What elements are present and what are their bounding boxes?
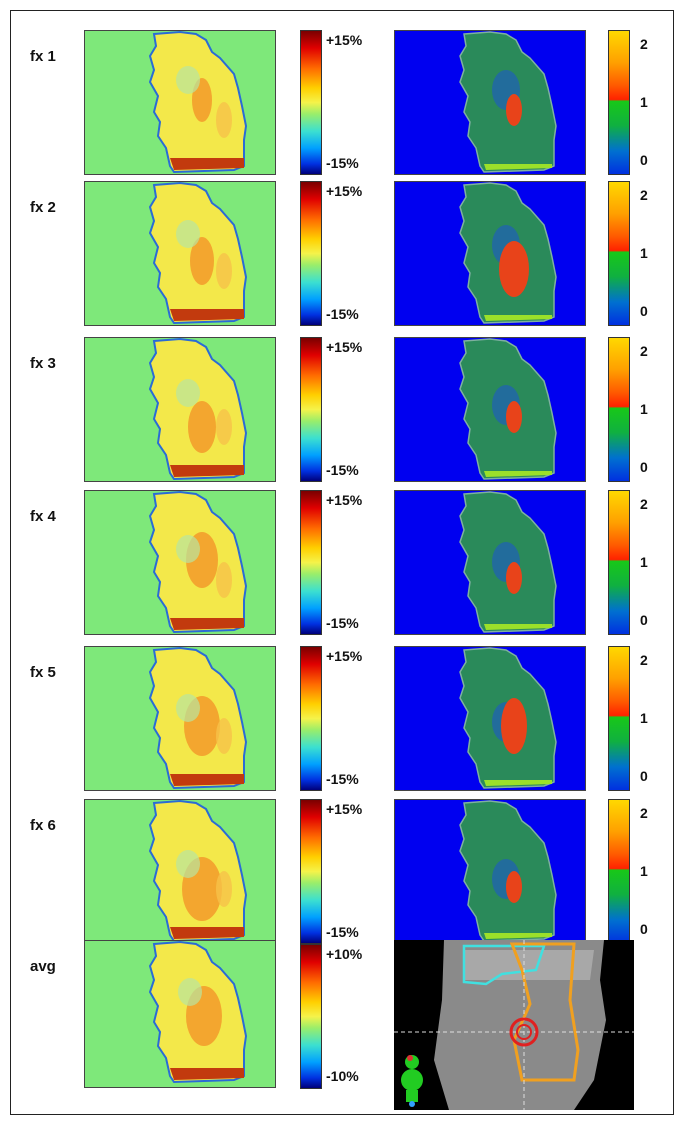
fraction-label: fx 1 bbox=[30, 48, 56, 65]
gamma-colorbar bbox=[608, 646, 630, 791]
gamma-colorbar-top-label: 2 bbox=[640, 343, 648, 359]
dose-difference-map bbox=[84, 30, 276, 175]
colorbar-min-label: -15% bbox=[326, 615, 359, 631]
gamma-map bbox=[394, 181, 586, 326]
gamma-map bbox=[394, 30, 586, 175]
colorbar-max-label: +15% bbox=[326, 339, 363, 355]
gamma-colorbar bbox=[608, 181, 630, 326]
colorbar-min-label: -15% bbox=[326, 306, 359, 322]
gamma-colorbar-bottom-label: 0 bbox=[640, 921, 648, 937]
gamma-colorbar-mid-label: 1 bbox=[640, 245, 648, 261]
avg-dose-difference-map bbox=[84, 940, 276, 1088]
avg-percent-colorbar bbox=[300, 944, 322, 1089]
gamma-colorbar-bottom-label: 0 bbox=[640, 152, 648, 168]
gamma-colorbar-top-label: 2 bbox=[640, 36, 648, 52]
avg-colorbar-max-label: +10% bbox=[326, 946, 363, 962]
gamma-colorbar-mid-label: 1 bbox=[640, 401, 648, 417]
fraction-label: fx 6 bbox=[30, 817, 56, 834]
sagittal-ct-image bbox=[394, 940, 634, 1110]
colorbar-max-label: +15% bbox=[326, 648, 363, 664]
gamma-map bbox=[394, 490, 586, 635]
gamma-colorbar-bottom-label: 0 bbox=[640, 612, 648, 628]
avg-row-label: avg bbox=[30, 958, 56, 975]
gamma-colorbar-top-label: 2 bbox=[640, 652, 648, 668]
fraction-label: fx 5 bbox=[30, 664, 56, 681]
gamma-colorbar-mid-label: 1 bbox=[640, 863, 648, 879]
gamma-map bbox=[394, 799, 586, 944]
fraction-label: fx 3 bbox=[30, 355, 56, 372]
figure-frame bbox=[10, 10, 674, 1115]
dose-difference-map bbox=[84, 337, 276, 482]
dose-difference-map bbox=[84, 490, 276, 635]
fraction-label: fx 4 bbox=[30, 508, 56, 525]
gamma-colorbar-bottom-label: 0 bbox=[640, 459, 648, 475]
colorbar-max-label: +15% bbox=[326, 801, 363, 817]
colorbar-max-label: +15% bbox=[326, 32, 363, 48]
colorbar-max-label: +15% bbox=[326, 492, 363, 508]
gamma-colorbar-top-label: 2 bbox=[640, 187, 648, 203]
gamma-colorbar-mid-label: 1 bbox=[640, 554, 648, 570]
gamma-colorbar-top-label: 2 bbox=[640, 496, 648, 512]
percent-colorbar bbox=[300, 490, 322, 635]
colorbar-min-label: -15% bbox=[326, 924, 359, 940]
gamma-colorbar-mid-label: 1 bbox=[640, 710, 648, 726]
percent-colorbar bbox=[300, 799, 322, 944]
colorbar-max-label: +15% bbox=[326, 183, 363, 199]
fraction-label: fx 2 bbox=[30, 199, 56, 216]
gamma-colorbar-bottom-label: 0 bbox=[640, 303, 648, 319]
gamma-map bbox=[394, 337, 586, 482]
gamma-colorbar-mid-label: 1 bbox=[640, 94, 648, 110]
percent-colorbar bbox=[300, 646, 322, 791]
percent-colorbar bbox=[300, 30, 322, 175]
gamma-map bbox=[394, 646, 586, 791]
gamma-colorbar-top-label: 2 bbox=[640, 805, 648, 821]
avg-colorbar-min-label: -10% bbox=[326, 1068, 359, 1084]
colorbar-min-label: -15% bbox=[326, 462, 359, 478]
colorbar-min-label: -15% bbox=[326, 155, 359, 171]
gamma-colorbar bbox=[608, 490, 630, 635]
percent-colorbar bbox=[300, 181, 322, 326]
gamma-colorbar bbox=[608, 30, 630, 175]
gamma-colorbar bbox=[608, 337, 630, 482]
dose-difference-map bbox=[84, 799, 276, 944]
percent-colorbar bbox=[300, 337, 322, 482]
gamma-colorbar-bottom-label: 0 bbox=[640, 768, 648, 784]
dose-difference-map bbox=[84, 646, 276, 791]
colorbar-min-label: -15% bbox=[326, 771, 359, 787]
dose-difference-map bbox=[84, 181, 276, 326]
gamma-colorbar bbox=[608, 799, 630, 944]
